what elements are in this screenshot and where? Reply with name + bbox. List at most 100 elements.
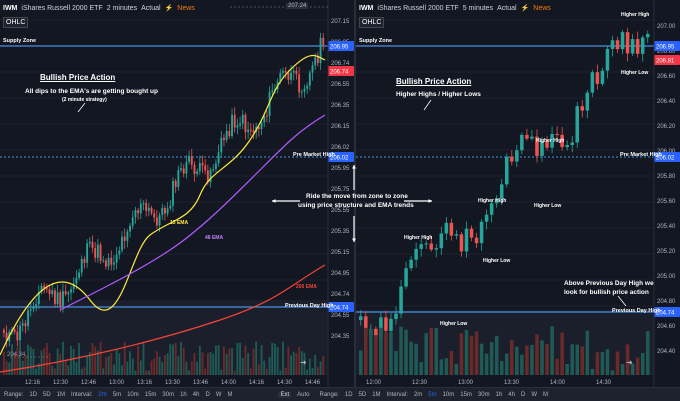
left-price-chart[interactable]: 207.15 206.95 206.74 206.55 206.35 206.15 206.… [0,0,354,387]
candle-body [126,231,129,241]
interval-w-button[interactable]: W [215,391,222,398]
right-interval-5m-button[interactable]: 5m [428,391,437,398]
pane-divider[interactable] [354,0,356,387]
left-scroll-right-icon[interactable]: ➜ [300,358,307,367]
range-5d-button[interactable]: 5D [43,391,51,398]
right-range-5d-button[interactable]: 5D [358,391,367,398]
right-interval-30m-button[interactable]: 30m [477,391,490,398]
left-symbol[interactable]: IWM [3,4,18,12]
candle-body [118,250,121,255]
candle-body [595,72,600,84]
candle-body [21,323,24,326]
interval-30m-button[interactable]: 30m [162,391,175,398]
left-chart-pane[interactable]: 207.15 206.95 206.74 206.55 206.35 206.15 206.… [0,0,354,387]
left-news-icon[interactable]: ⚡ [164,5,174,12]
right-range-1m-button[interactable]: 1M [372,391,381,398]
right-range-1d-button[interactable]: 1D [344,391,353,398]
volume-bar [102,368,105,375]
candle-body [137,210,140,214]
right-ohlc-button[interactable]: OHLC [359,17,385,28]
right-news-icon[interactable]: ⚡ [520,5,530,12]
right-symbol[interactable]: IWM [359,4,374,12]
time-axis-label: 13:30 [165,380,181,386]
left-interval[interactable]: 2 minutes [106,4,138,12]
volume-bar [279,370,282,375]
candle-body [295,70,298,75]
right-interval-2m-button[interactable]: 2m [413,391,423,398]
price-axis-label: 205.00 [657,274,676,280]
candle-body [429,243,434,250]
right-higher-high-2: Higher High [536,138,565,144]
right-interval-10m-button[interactable]: 10m [442,391,455,398]
candle-body [150,207,153,214]
interval-1h-button[interactable]: 1h [180,391,187,398]
candle-body [565,145,569,148]
right-interval-1h-button[interactable]: 1h [495,391,503,398]
right-scroll-right-icon[interactable]: ➜ [626,358,633,367]
time-axis-label: 12:00 [366,380,382,386]
right-chart-pane[interactable]: 207.00206.80206.60206.40206.20206.00205.… [356,0,680,387]
interval-2m-button[interactable]: 2m [98,391,107,398]
candle-body [434,248,439,250]
right-interval-w-button[interactable]: W [531,391,537,398]
left-ext-toggle[interactable]: Ext [278,391,292,398]
left-auto-toggle[interactable]: Auto [297,391,310,398]
left-mode[interactable]: Actual [141,4,161,12]
right-interval-15m-button[interactable]: 15m [460,391,472,398]
right-mode[interactable]: Actual [497,4,517,12]
time-axis-label: 14:46 [305,380,321,386]
volume-bar [287,346,290,375]
right-interval-4h-button[interactable]: 4h [508,391,515,398]
interval-m-button[interactable]: M [227,391,233,398]
price-axis-label: 207.15 [331,19,350,25]
candle-body [193,164,196,175]
annotation-arrow [617,295,627,307]
right-interval-m-button[interactable]: M [542,391,548,398]
right-interval-d-button[interactable]: D [520,391,526,398]
candle-body [225,130,228,140]
candle-body [59,292,62,307]
candle-body [110,257,113,265]
arrow-right-icon-head [428,199,432,203]
candle-body [99,244,102,261]
left-ema13-label: 13 EMA [170,220,189,226]
price-tag-label: 206.95 [656,45,675,51]
price-axis-label: 206.02 [331,145,350,151]
volume-bar [172,344,174,375]
right-news-link[interactable]: News [533,4,551,12]
right-interval[interactable]: 5 minutes [462,4,494,12]
volume-bar [265,368,268,375]
volume-bar [19,344,21,375]
interval-15m-button[interactable]: 15m [144,391,157,398]
range-1m-button[interactable]: 1M [56,391,66,398]
price-axis-label: 204.35 [331,334,350,340]
candle-body [311,65,314,73]
price-tag-label: 206.95 [330,45,349,51]
candle-body [444,222,449,234]
volume-bar [180,342,182,375]
candle-body [62,291,64,307]
volume-bar [247,353,250,375]
price-tag-label: 206.81 [656,59,675,65]
right-price-chart[interactable]: 207.00206.80206.60206.40206.20206.00205.… [356,0,680,387]
left-annotation-line2: (2 minute strategy) [62,97,107,103]
left-news-link[interactable]: News [177,4,195,12]
volume-bar [565,363,569,375]
candle-body [161,207,164,216]
interval-5m-button[interactable]: 5m [112,391,122,398]
volume-bar [306,369,309,375]
volume-bar [520,354,524,375]
volume-bar [72,348,75,375]
candle-body [271,90,274,92]
volume-bar [419,362,423,375]
candle-body [479,221,484,244]
interval-d-button[interactable]: D [205,391,210,398]
range-1d-button[interactable]: 1D [29,391,38,398]
left-ohlc-button[interactable]: OHLC [3,17,29,28]
volume-bar [233,370,236,375]
interval-10m-button[interactable]: 10m [127,391,139,398]
volume-bar [424,333,428,375]
right-instrument-name: iShares Russell 2000 ETF [377,4,459,12]
volume-bar [303,352,306,375]
interval-4h-button[interactable]: 4h [192,391,200,398]
